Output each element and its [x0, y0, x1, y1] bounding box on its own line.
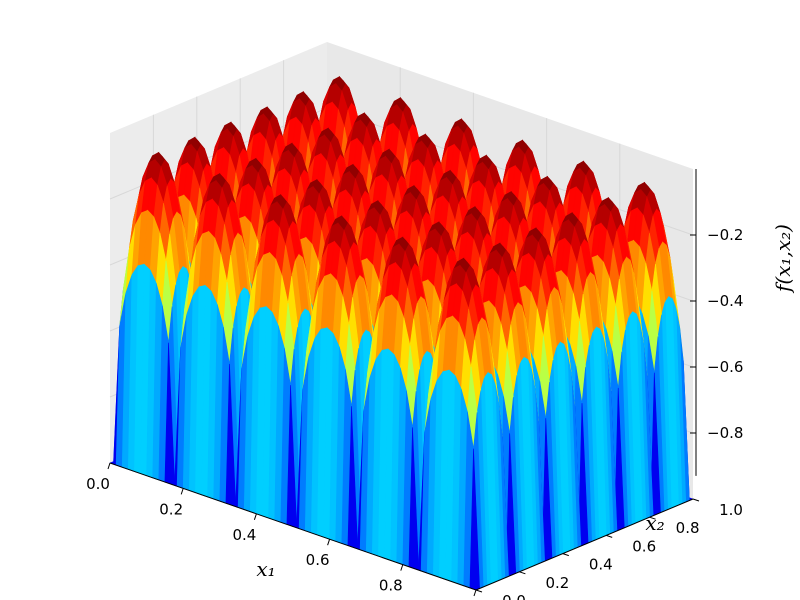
x-tick: [327, 539, 331, 546]
z-axis-label: f(x₁,x₂): [771, 224, 795, 294]
x-tick-label: 0.0: [86, 475, 110, 493]
y-tick-label: 0.0: [502, 592, 526, 600]
z-tick-label: −0.6: [707, 358, 743, 376]
y-axis-line: [475, 498, 694, 591]
y-tick-label: 0.8: [676, 519, 700, 537]
x-axis-line: [109, 462, 477, 591]
z-tick-label: −0.8: [707, 424, 743, 442]
x-tick: [180, 488, 184, 495]
x-tick: [473, 589, 477, 597]
x-tick-label: 0.2: [159, 500, 183, 518]
y-tick-label: 1.0: [719, 501, 743, 519]
x-tick: [107, 462, 111, 470]
x-axis-label: x₁: [256, 557, 275, 581]
y-tick: [649, 516, 656, 520]
x-tick-label: 0.6: [306, 551, 330, 569]
y-tick-label: 0.6: [632, 537, 656, 555]
x-tick: [253, 513, 257, 520]
x-tick-label: 0.4: [232, 526, 256, 544]
y-tick: [692, 498, 700, 502]
x-tick-label: 0.8: [379, 577, 403, 595]
y-tick-label: 0.4: [589, 556, 613, 574]
z-tick-label: −0.4: [707, 292, 743, 310]
y-tick: [519, 571, 526, 575]
y-axis-label: x₂: [645, 511, 664, 535]
y-tick: [606, 534, 613, 538]
y-tick: [475, 589, 483, 593]
surface-mesh: [109, 75, 694, 591]
z-tick-label: −0.2: [707, 226, 743, 244]
y-tick: [562, 553, 569, 557]
x-tick: [400, 564, 404, 571]
y-tick-label: 0.2: [545, 574, 569, 592]
axes-group: 0.00.20.40.60.81.00.00.20.40.60.81.0−0.2…: [86, 169, 743, 600]
